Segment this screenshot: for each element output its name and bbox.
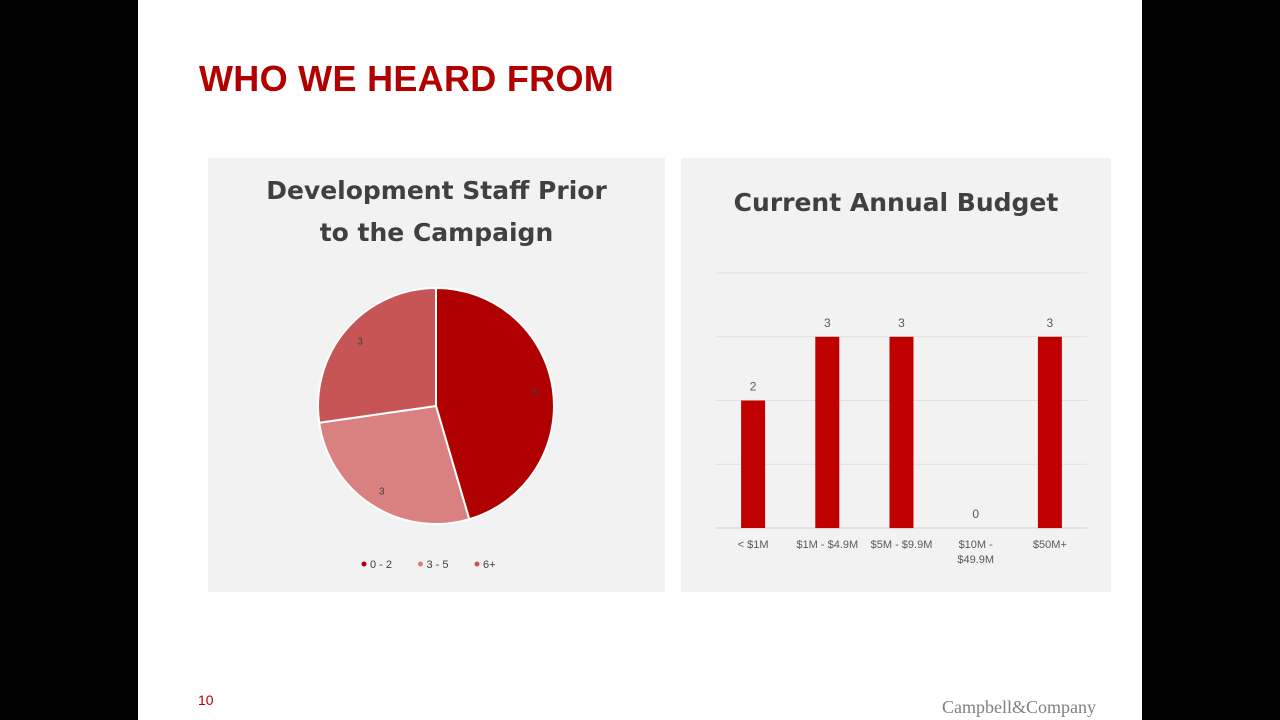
brand-logo: Campbell&Company	[942, 697, 1096, 717]
x-tick-label: $1M - $4.9M	[796, 539, 858, 551]
pie-chart: 5 3 3 0 - 2 3 - 5 6+	[317, 286, 555, 571]
x-tick-label: $10M -	[959, 539, 994, 551]
legend-label: 3 - 5	[427, 559, 449, 571]
pie-chart-title-line-2: to the Campaign	[319, 218, 554, 247]
legend-label: 0 - 2	[370, 559, 392, 571]
pie-chart-panel: Development Staff Prior to the Campaign …	[208, 158, 665, 592]
pie-data-label: 5	[533, 388, 539, 399]
legend-marker	[474, 561, 480, 567]
bar-data-label: 3	[824, 316, 831, 330]
legend-marker	[418, 561, 423, 567]
x-tick-label: < $1M	[738, 539, 769, 551]
pie-data-label: 3	[357, 336, 363, 347]
bar-data-label: 3	[1047, 316, 1054, 330]
slide: WHO WE HEARD FROM Development Staff Prio…	[138, 0, 1142, 720]
bar	[741, 400, 766, 528]
bar-chart: 2 < $1M 3 $1M - $4.9M 3 $5M - $9.9M 0 $10M - $49…	[716, 272, 1087, 566]
page-number: 10	[198, 692, 214, 708]
legend-label: 6+	[483, 559, 496, 571]
x-tick-label: $5M - $9.9M	[871, 539, 933, 551]
pie-chart-title: Development Staff Prior to the Campaign	[208, 170, 665, 254]
pie-slice	[317, 286, 437, 424]
bar	[815, 336, 840, 529]
bar-data-label: 2	[750, 380, 757, 394]
bar-data-label: 3	[898, 316, 905, 330]
x-tick-label: $50M+	[1033, 539, 1067, 551]
pie-data-label: 3	[379, 486, 385, 497]
bar-chart-panel: Current Annual Budget 2 < $1M 3 $1M - $4.9M…	[681, 158, 1111, 592]
bar-data-label: 0	[972, 507, 979, 521]
pie-slice	[318, 404, 471, 525]
bar	[889, 336, 914, 529]
pie-slice	[435, 286, 555, 521]
legend-marker	[361, 561, 367, 567]
slide-title: WHO WE HEARD FROM	[199, 58, 615, 99]
bar-chart-title: Current Annual Budget	[733, 188, 1059, 217]
bar	[1037, 336, 1062, 529]
pie-chart-title-line-1: Development Staff Prior	[266, 176, 607, 205]
x-tick-label: $49.9M	[957, 554, 994, 566]
